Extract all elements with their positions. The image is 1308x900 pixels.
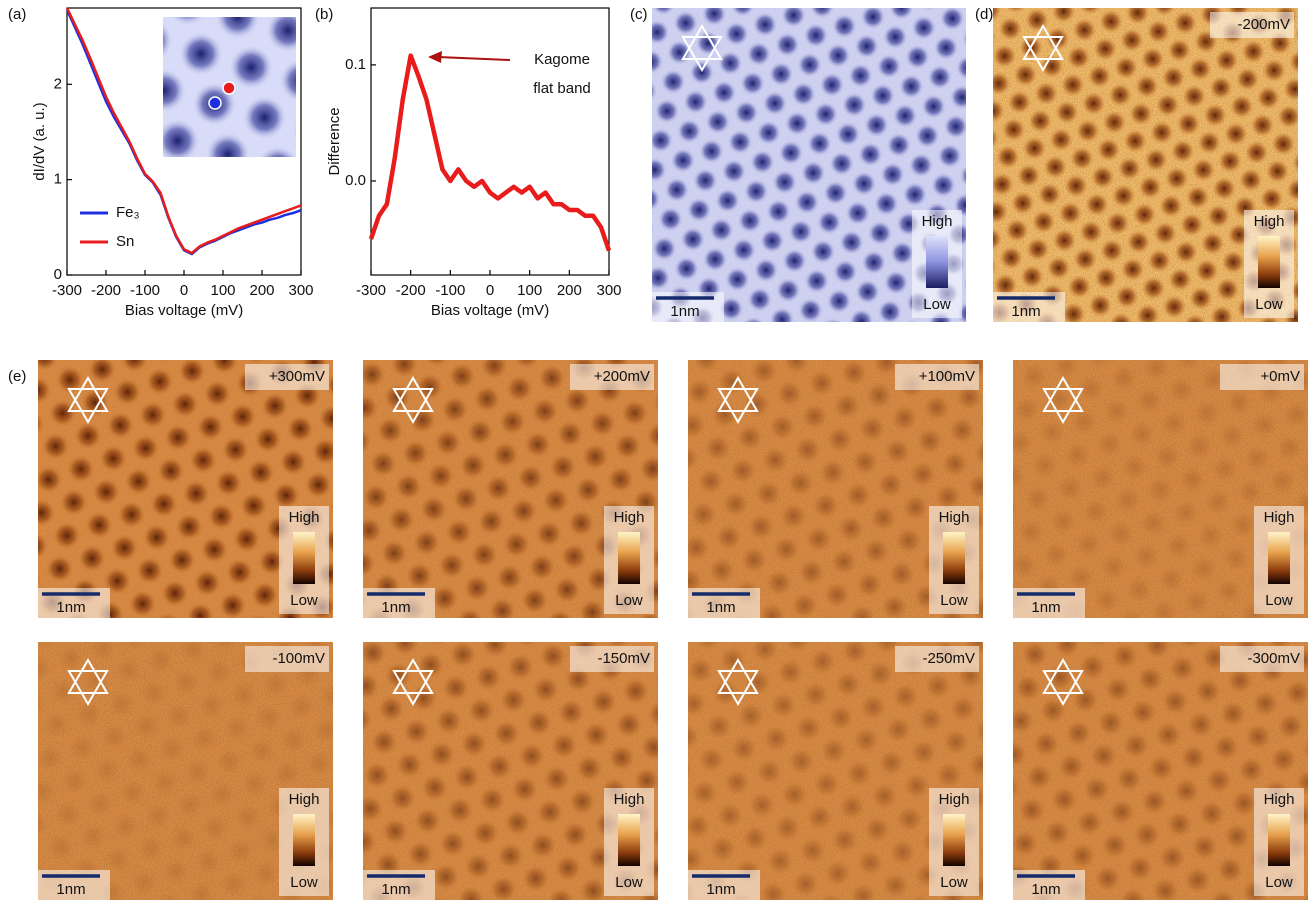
colorbar (943, 814, 965, 866)
x-tick-label: 100 (517, 282, 542, 299)
colorbar-low: Low (290, 874, 318, 891)
colorbar-high: High (939, 509, 970, 526)
voltage-label: +0mV (1260, 368, 1300, 385)
scalebar-label: 1nm (56, 599, 85, 616)
x-tick-label: 100 (210, 282, 235, 299)
x-tick-label: -300 (52, 282, 82, 299)
scalebar-label: 1nm (670, 303, 699, 320)
x-tick-label: 200 (249, 282, 274, 299)
colorbar (1268, 814, 1290, 866)
colorbar (926, 236, 948, 288)
x-tick-label: -200 (91, 282, 121, 299)
colorbar (1268, 532, 1290, 584)
colorbar-low: Low (940, 874, 968, 891)
colorbar-high: High (289, 509, 320, 526)
x-tick-label: 0 (486, 282, 494, 299)
scalebar-label: 1nm (706, 599, 735, 616)
colorbar (618, 814, 640, 866)
scalebar-label: 1nm (56, 881, 85, 898)
scalebar-label: 1nm (381, 599, 410, 616)
colorbar-low: Low (1255, 296, 1283, 313)
y-axis-label: Difference (326, 107, 343, 175)
site-marker (223, 82, 235, 94)
voltage-label: -300mV (1247, 650, 1300, 667)
colorbar-high: High (1254, 213, 1285, 230)
voltage-label: -100mV (272, 650, 325, 667)
colorbar-high: High (1264, 791, 1295, 808)
x-tick-label: 0 (180, 282, 188, 299)
panel-label: (d) (975, 6, 993, 23)
voltage-label: +100mV (919, 368, 975, 385)
colorbar (943, 532, 965, 584)
x-tick-label: -100 (435, 282, 465, 299)
legend-label: Fe₃ (116, 204, 140, 221)
voltage-label: -250mV (922, 650, 975, 667)
colorbar-high: High (922, 213, 953, 230)
x-tick-label: 300 (288, 282, 313, 299)
scalebar-label: 1nm (1031, 881, 1060, 898)
scalebar-label: 1nm (1031, 599, 1060, 616)
scalebar-label: 1nm (1011, 303, 1040, 320)
panel-label: (c) (630, 6, 648, 23)
colorbar-high: High (614, 509, 645, 526)
x-axis-label: Bias voltage (mV) (125, 302, 243, 319)
x-axis-label: Bias voltage (mV) (431, 302, 549, 319)
colorbar-high: High (939, 791, 970, 808)
colorbar-high: High (289, 791, 320, 808)
annotation-arrow (438, 57, 510, 60)
y-tick-label: 0.0 (345, 172, 366, 189)
colorbar-low: Low (940, 592, 968, 609)
y-tick-label: 2 (54, 75, 62, 92)
x-tick-label: -200 (396, 282, 426, 299)
colorbar-low: Low (1265, 874, 1293, 891)
voltage-label: -150mV (597, 650, 650, 667)
x-tick-label: 200 (557, 282, 582, 299)
voltage-label: +200mV (594, 368, 650, 385)
colorbar-low: Low (290, 592, 318, 609)
plot-frame (371, 8, 609, 275)
scalebar-label: 1nm (706, 881, 735, 898)
colorbar-high: High (1264, 509, 1295, 526)
x-tick-label: -100 (130, 282, 160, 299)
panel-label: (e) (8, 368, 26, 385)
scalebar-label: 1nm (381, 881, 410, 898)
panel-label: (a) (8, 6, 26, 23)
x-tick-label: -300 (356, 282, 386, 299)
colorbar-low: Low (615, 592, 643, 609)
x-tick-label: 300 (596, 282, 621, 299)
colorbar (293, 532, 315, 584)
colorbar-low: Low (923, 296, 951, 313)
y-tick-label: 0 (54, 266, 62, 283)
legend-label: Sn (116, 233, 134, 250)
y-axis-label: dI/dV (a. u.) (31, 102, 48, 180)
annotation: Kagome (534, 51, 590, 68)
figure: (a) (b) (c) (d) (e) -300 -200 -100 0 100 200 300 0 1 2… (0, 0, 1308, 900)
voltage-label: -200mV (1237, 16, 1290, 33)
colorbar-low: Low (1265, 592, 1293, 609)
site-marker (209, 97, 221, 109)
panel-label: (b) (315, 6, 333, 23)
colorbar (1258, 236, 1280, 288)
y-tick-label: 0.1 (345, 56, 366, 73)
colorbar-high: High (614, 791, 645, 808)
y-tick-label: 1 (54, 171, 62, 188)
annotation-arrowhead (428, 51, 442, 63)
colorbar-low: Low (615, 874, 643, 891)
colorbar (618, 532, 640, 584)
colorbar (293, 814, 315, 866)
voltage-label: +300mV (269, 368, 325, 385)
annotation: flat band (533, 80, 591, 97)
